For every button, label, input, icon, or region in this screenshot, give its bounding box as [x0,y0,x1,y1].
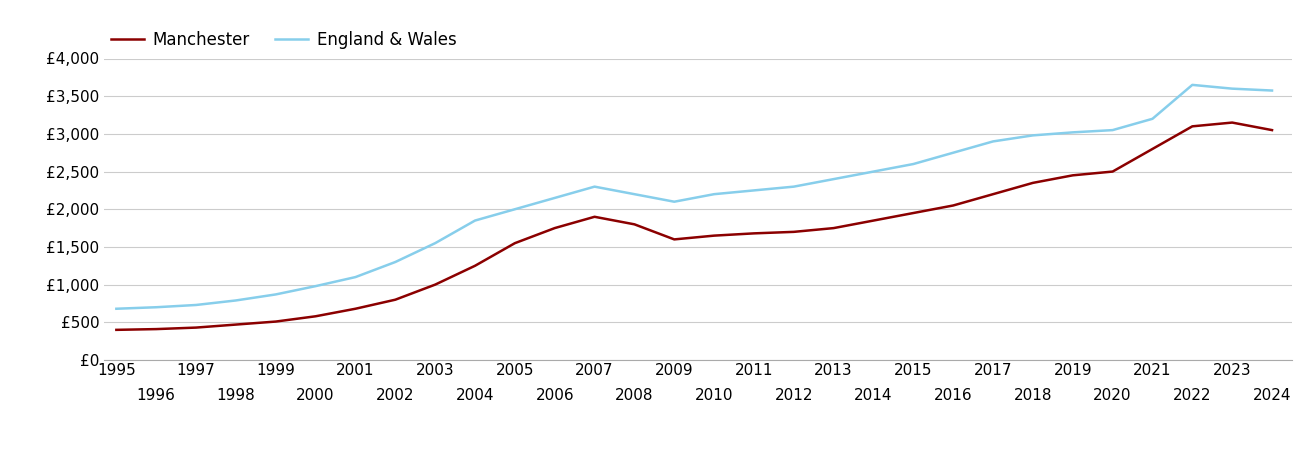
Manchester [508,240,523,246]
England & Wales [1105,127,1121,133]
England & Wales [1265,88,1280,93]
England & Wales [865,169,881,174]
England & Wales [188,302,204,308]
England & Wales [547,195,562,201]
Manchester [388,297,403,302]
England & Wales [906,161,921,166]
Legend: Manchester, England & Wales: Manchester, England & Wales [104,24,463,55]
Manchester [786,229,801,234]
Manchester [1224,120,1240,125]
England & Wales [826,176,842,182]
Manchester [268,319,283,324]
Manchester [188,325,204,330]
England & Wales [308,284,324,289]
Manchester [865,218,881,223]
Manchester [1105,169,1121,174]
England & Wales [626,192,642,197]
England & Wales [467,218,483,223]
Manchester [1065,173,1081,178]
England & Wales [347,274,363,280]
Manchester [1026,180,1041,185]
Manchester [587,214,603,220]
Line: England & Wales: England & Wales [116,85,1272,309]
Manchester [149,326,164,332]
Manchester [1265,127,1280,133]
Manchester [985,192,1001,197]
England & Wales [427,240,442,246]
Manchester [667,237,683,242]
England & Wales [706,192,722,197]
Manchester [1185,124,1201,129]
England & Wales [667,199,683,204]
England & Wales [108,306,124,311]
England & Wales [228,298,244,303]
England & Wales [1185,82,1201,88]
Line: Manchester: Manchester [116,122,1272,330]
England & Wales [1065,130,1081,135]
England & Wales [268,292,283,297]
Manchester [308,314,324,319]
England & Wales [149,305,164,310]
Manchester [945,203,960,208]
Manchester [1144,146,1160,152]
Manchester [906,210,921,216]
Manchester [626,221,642,227]
Manchester [706,233,722,238]
England & Wales [1026,133,1041,138]
Manchester [347,306,363,311]
Manchester [547,225,562,231]
England & Wales [388,259,403,265]
England & Wales [945,150,960,155]
England & Wales [508,207,523,212]
Manchester [427,282,442,287]
Manchester [826,225,842,231]
England & Wales [1224,86,1240,91]
England & Wales [746,188,762,193]
England & Wales [1144,116,1160,122]
Manchester [228,322,244,327]
England & Wales [985,139,1001,144]
England & Wales [786,184,801,189]
Manchester [108,327,124,333]
England & Wales [587,184,603,189]
Manchester [467,263,483,269]
Manchester [746,231,762,236]
